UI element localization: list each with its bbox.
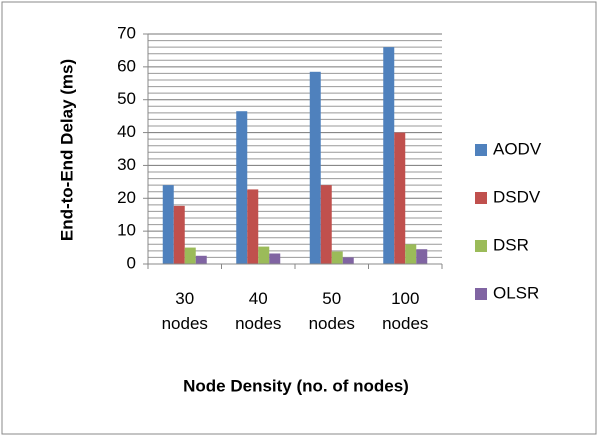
legend-label: AODV xyxy=(493,139,542,158)
legend-label: DSR xyxy=(493,235,529,254)
y-tick-label: 20 xyxy=(117,188,136,207)
y-axis-label: End-to-End Delay (ms) xyxy=(57,59,76,241)
y-tick-label: 40 xyxy=(117,122,136,141)
x-tick-label-box: 30 nodes xyxy=(161,289,208,333)
y-tick-label: 70 xyxy=(117,23,136,42)
bar xyxy=(309,71,321,265)
bar xyxy=(195,255,207,264)
legend-label: DSDV xyxy=(493,187,541,206)
bar xyxy=(405,244,417,264)
legend-swatch xyxy=(475,288,487,300)
y-tick-label: 0 xyxy=(127,253,136,272)
y-tick-label: 60 xyxy=(117,56,136,75)
bar xyxy=(162,185,174,264)
x-tick-label-box: 50 nodes xyxy=(308,289,355,333)
bar xyxy=(173,205,185,264)
y-tick-label: 30 xyxy=(117,155,136,174)
bar xyxy=(247,189,259,264)
bar xyxy=(394,132,406,264)
bar xyxy=(331,251,343,264)
bar xyxy=(236,111,248,264)
bar xyxy=(184,247,196,264)
y-tick-label: 10 xyxy=(117,221,136,240)
bar xyxy=(269,253,281,264)
legend-swatch xyxy=(475,192,487,204)
legend-swatch xyxy=(475,240,487,252)
x-tick-label: 100 nodes xyxy=(382,289,429,333)
x-tick-label: 50 nodes xyxy=(308,289,355,333)
y-tick-label: 50 xyxy=(117,89,136,108)
bar xyxy=(416,249,428,264)
x-axis-label: Node Density (no. of nodes) xyxy=(183,376,409,395)
bar xyxy=(258,246,270,264)
x-tick-label: 30 nodes xyxy=(161,289,208,333)
x-tick-label-box: 100 nodes xyxy=(382,289,429,333)
legend-swatch xyxy=(475,144,487,156)
x-tick-label: 40 nodes xyxy=(235,289,282,333)
bar xyxy=(383,47,395,265)
bar xyxy=(342,257,354,264)
x-tick-label-box: 40 nodes xyxy=(235,289,282,333)
legend-label: OLSR xyxy=(493,283,539,302)
bar xyxy=(320,185,332,264)
